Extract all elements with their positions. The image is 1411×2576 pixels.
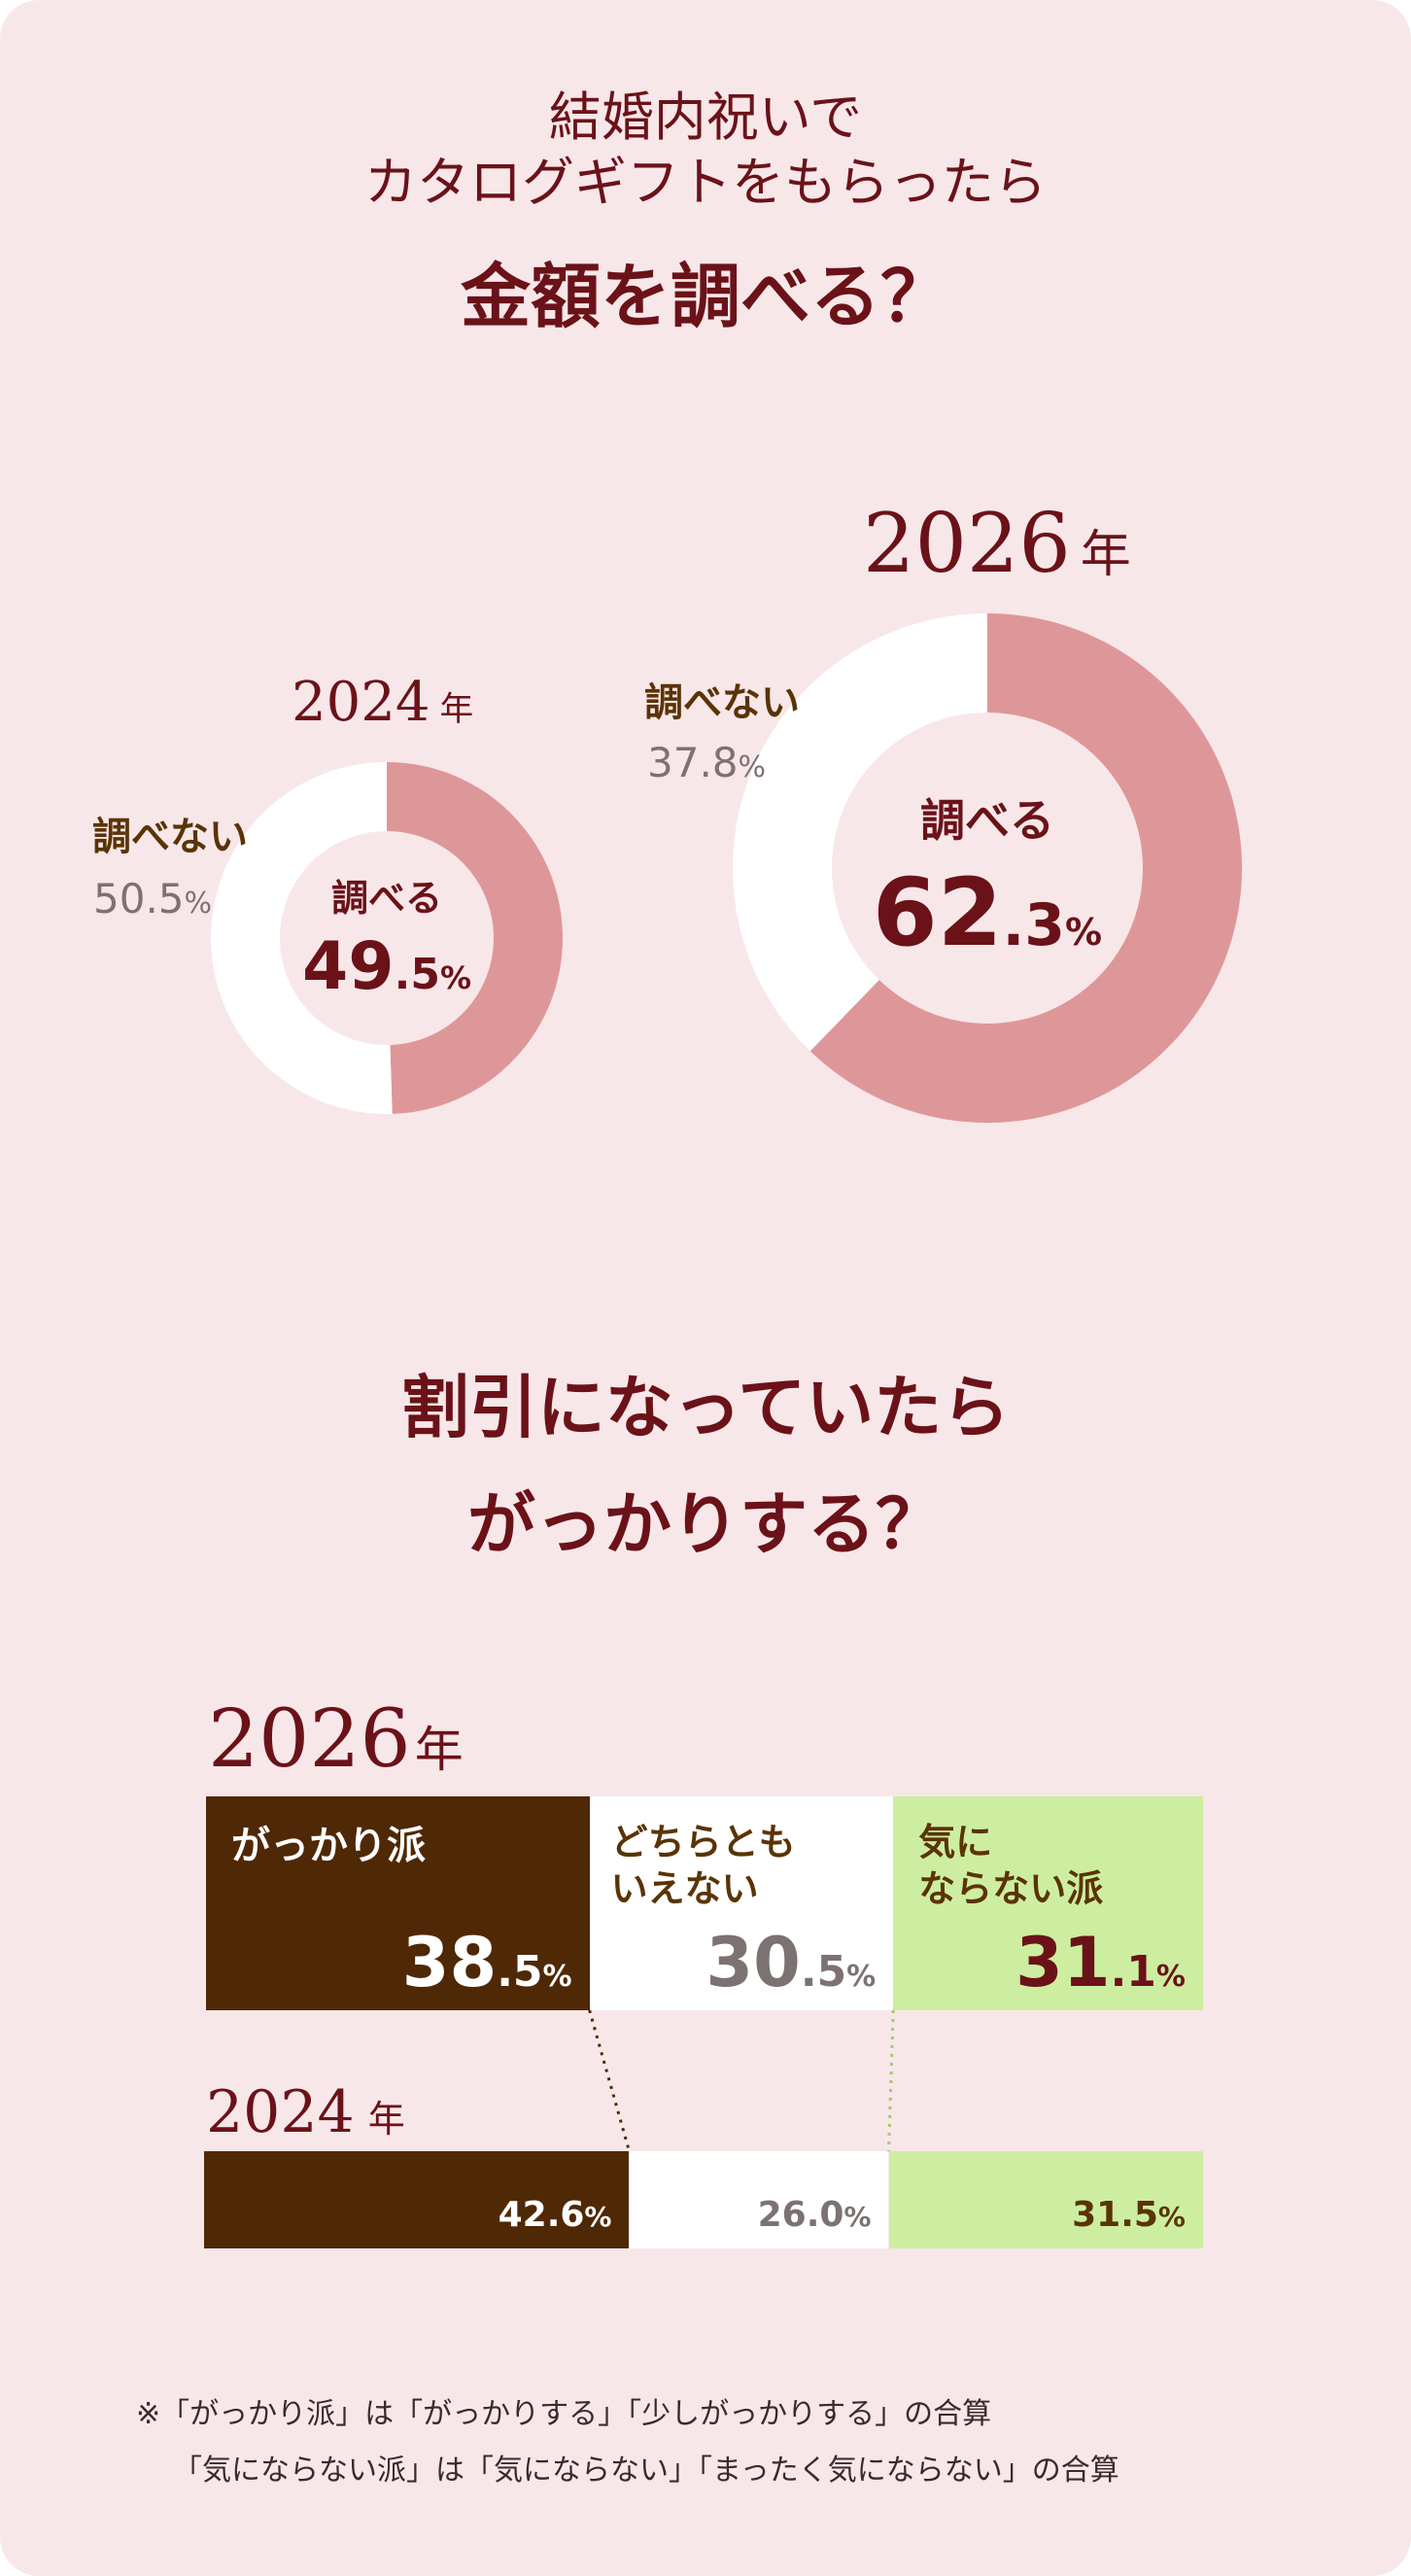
donut-2024-yes-label: 調べる bbox=[330, 877, 442, 920]
donut-2026-year-suffix: 年 bbox=[1080, 526, 1131, 584]
bar-2026-seg2-value: 30.5% bbox=[706, 1923, 876, 2002]
donut-2026-yes-pct: % bbox=[1065, 911, 1103, 954]
bar-2026-seg1-int: 38 bbox=[401, 1923, 498, 2002]
donut-2024-yes-int: 49 bbox=[301, 928, 395, 1005]
donut-2024-slice-yes bbox=[387, 762, 563, 1114]
donut-2026-year-number: 2026 bbox=[863, 496, 1071, 591]
bar-2026-seg3-dec: .1 bbox=[1110, 1947, 1156, 1997]
bar-2026-seg1-label: がっかり派 bbox=[231, 1824, 426, 1868]
donut-2024-yes-pct: % bbox=[439, 959, 472, 996]
bar-2024-year-suffix: 年 bbox=[367, 2098, 405, 2141]
donut-2026-no-value: 37.8% bbox=[647, 739, 766, 786]
title-line-2: カタログギフトをもらったら bbox=[364, 152, 1047, 213]
bar-2024-year-number: 2024 bbox=[206, 2078, 355, 2146]
donut-2024-no-value: 50.5% bbox=[93, 875, 212, 922]
bar-2026-seg1-value: 38.5% bbox=[402, 1923, 572, 2002]
bar-2026-seg1-dec: .5 bbox=[497, 1947, 543, 1997]
donut-2026-no-pct: % bbox=[738, 750, 767, 784]
bar-2024-seg1-number: 42.6 bbox=[498, 2195, 585, 2235]
donut-2024-yes-dec: .5 bbox=[394, 950, 440, 999]
donut-2026-year: 2026 年 bbox=[863, 496, 1131, 591]
donut-2024-no-number: 50.5 bbox=[93, 875, 185, 922]
bar-2026-seg3-pct: % bbox=[1155, 1960, 1186, 1994]
donut-2026-slice-no bbox=[733, 613, 987, 1052]
section2-title-line-1: 割引になっていたら bbox=[400, 1367, 1011, 1447]
title-line-3: 金額を調べる？ bbox=[460, 255, 950, 337]
bar-2026-year-number: 2026 bbox=[208, 1693, 411, 1786]
bar-2024-seg3-value: 31.5% bbox=[1072, 2195, 1186, 2235]
title-line-1: 結婚内祝いで bbox=[548, 87, 863, 148]
bar-2024-seg2-value: 26.0% bbox=[758, 2195, 872, 2235]
donut-2026-yes-int: 62 bbox=[872, 858, 1003, 967]
donut-2024-year-suffix: 年 bbox=[439, 690, 474, 729]
footnote-line-1: ※「がっかり派」は「がっかりする」「少しがっかりする」の合算 bbox=[136, 2397, 992, 2431]
bar-2026-seg2-label-2: いえない bbox=[610, 1867, 759, 1910]
donut-2024-no-pct: % bbox=[184, 887, 213, 921]
donut-2024-year: 2024 年 bbox=[292, 671, 473, 734]
donut-2026-yes-label: 調べる bbox=[920, 794, 1054, 847]
bar-2024-seg1-pct: % bbox=[584, 2201, 612, 2233]
bar-2026-segment-disappointed: がっかり派 38.5% bbox=[206, 1796, 590, 2010]
donut-2024-no-label: 調べない bbox=[92, 815, 248, 859]
bar-2026-seg3-label-2: ならない派 bbox=[918, 1867, 1104, 1910]
bar-2026-seg3-value: 31.1% bbox=[1015, 1923, 1186, 2002]
section2-title-line-2: がっかりする？ bbox=[467, 1483, 944, 1564]
bar-2024-segment-neutral: 26.0% bbox=[629, 2151, 889, 2248]
bar-2026-seg3-int: 31 bbox=[1015, 1923, 1111, 2002]
bar-2024-segment-disappointed: 42.6% bbox=[204, 2151, 630, 2248]
bar-2026-segment-not-bothered: 気に ならない派 31.1% bbox=[893, 1796, 1203, 2010]
bar-2026-seg1-pct: % bbox=[542, 1960, 572, 1994]
bar-2026-year: 2026年 bbox=[208, 1693, 464, 1786]
bar-2026-seg3-label-1: 気に bbox=[918, 1821, 993, 1863]
bar-2024-seg2-pct: % bbox=[843, 2201, 872, 2233]
bar-2026-seg2-int: 30 bbox=[706, 1923, 801, 2002]
donut-2024-yes-value: 49.5% bbox=[290, 928, 484, 1017]
stacked-bar-2024: 42.6% 26.0% 31.5% bbox=[204, 2151, 1203, 2248]
donut-chart-2026 bbox=[733, 613, 1242, 1123]
bar-2024-seg1-value: 42.6% bbox=[499, 2195, 612, 2235]
bar-2026-seg2-pct: % bbox=[846, 1960, 877, 1994]
connector-line-not-bothered bbox=[887, 2009, 895, 2152]
bar-2024-seg2-number: 26.0 bbox=[757, 2195, 844, 2235]
bar-2026-seg2-label-1: どちらとも bbox=[610, 1821, 796, 1863]
donut-2024-year-number: 2024 bbox=[292, 671, 430, 734]
bar-2024-segment-not-bothered: 31.5% bbox=[888, 2151, 1203, 2248]
connector-line-disappointed bbox=[588, 2009, 631, 2152]
donut-chart-2024 bbox=[210, 762, 563, 1114]
donut-2026-yes-dec: .3 bbox=[1002, 891, 1066, 959]
footnote-line-2: 「気にならない派」は「気にならない」「まったく気にならない」の合算 bbox=[173, 2454, 1119, 2488]
donut-2026-slice-yes bbox=[809, 613, 1242, 1123]
bar-2024-year: 2024 年 bbox=[206, 2078, 405, 2146]
bar-2026-seg2-dec: .5 bbox=[800, 1947, 847, 1997]
stacked-bar-2026: がっかり派 38.5% どちらとも いえない 30.5% 気に ならない派 31… bbox=[206, 1796, 1203, 2010]
donut-2026-no-label: 調べない bbox=[644, 680, 800, 725]
bar-2024-seg3-pct: % bbox=[1157, 2201, 1186, 2233]
donut-2026-no-number: 37.8 bbox=[647, 739, 739, 786]
bar-2026-segment-neutral: どちらとも いえない 30.5% bbox=[589, 1796, 894, 2010]
bar-2024-seg3-number: 31.5 bbox=[1072, 2195, 1158, 2235]
donut-2026-yes-value: 62.3% bbox=[842, 860, 1133, 985]
donut-2024-slice-no bbox=[210, 762, 393, 1114]
bar-2026-year-suffix: 年 bbox=[414, 1722, 464, 1778]
